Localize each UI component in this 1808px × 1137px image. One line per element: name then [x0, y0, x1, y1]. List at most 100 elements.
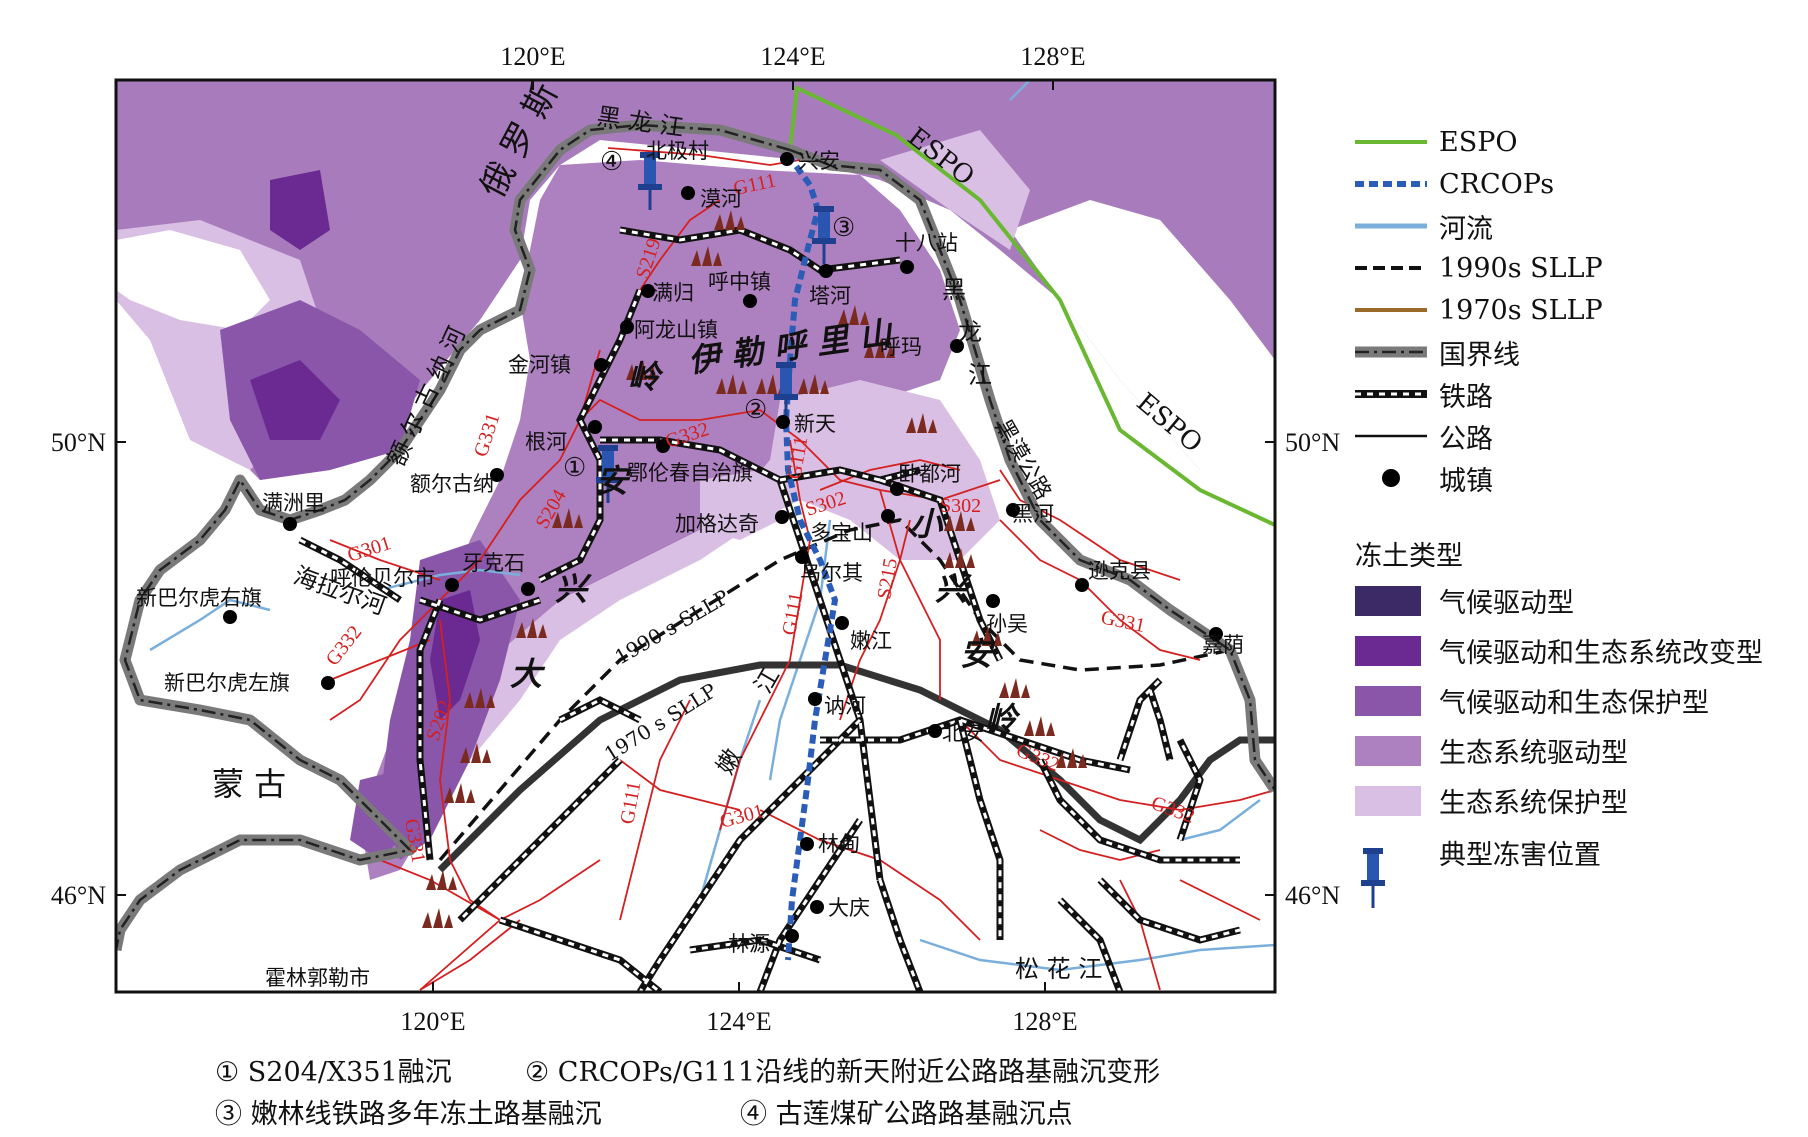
- town-label: 孙吴: [986, 612, 1028, 636]
- river-hlj-r2: 龙: [958, 318, 982, 346]
- caption-2: ② CRCOPs/G111沿线的新天附近公路路基融沉变形: [525, 1057, 1161, 1088]
- legend-railway: 铁路: [1355, 374, 1493, 414]
- town-label: 牙克石: [462, 551, 525, 575]
- town-label: 呼玛: [880, 335, 922, 359]
- top-tick-1: 120°E: [500, 42, 565, 71]
- town-label: 卧都河: [898, 462, 961, 486]
- legend-hazard: 典型冻害位置: [1355, 832, 1601, 908]
- espo-pipeline: [788, 84, 1275, 527]
- town-label: 林源: [728, 932, 770, 956]
- lesser-char-3: 安: [960, 635, 996, 673]
- caption-3: ③ 嫩林线铁路多年冻土路基融沉: [215, 1099, 602, 1130]
- site-number-2: ②: [744, 395, 767, 425]
- legend-label: 生态系统驱动型: [1439, 737, 1628, 769]
- town-label: 讷河: [824, 694, 866, 718]
- bottom-tick-1: 120°E: [400, 1007, 465, 1036]
- river-songhua: 松 花 江: [1015, 955, 1102, 983]
- top-tick-2: 124°E: [760, 42, 825, 71]
- town-label: 嘉荫: [1202, 633, 1244, 657]
- town-label: 塔河: [809, 284, 851, 308]
- town-label: 十八站: [895, 231, 958, 255]
- legend-type-1: 气候驱动型: [1355, 580, 1574, 620]
- russia-dark3: [270, 170, 330, 250]
- town-label: 加格达奇: [675, 512, 759, 536]
- legend-label: 河流: [1439, 213, 1493, 245]
- town-label: 新巴尔虎右旗: [136, 586, 262, 610]
- legend-label: 公路: [1439, 423, 1493, 455]
- river-hlj-r3: 江: [968, 361, 992, 389]
- legend-label: 气候驱动和生态系统改变型: [1439, 637, 1763, 669]
- site-number-3: ③: [832, 213, 855, 243]
- town-label: 呼中镇: [708, 270, 771, 294]
- bottom-tick-3: 128°E: [1012, 1007, 1077, 1036]
- legend-label: 1970s SLLP: [1439, 294, 1603, 326]
- town-label: 黑河: [1012, 502, 1054, 526]
- label-mongolia: 蒙 古: [212, 765, 286, 803]
- bottom-tick-2: 124°E: [706, 1007, 771, 1036]
- crcops-pipeline: [782, 153, 839, 961]
- legend-espo: ESPO: [1355, 122, 1518, 162]
- legend-label: 1990s SLLP: [1439, 252, 1603, 284]
- town-label: 根河: [525, 430, 567, 454]
- town-label: 漠河: [700, 187, 742, 211]
- top-tick-3: 128°E: [1020, 42, 1085, 71]
- railways: [298, 226, 1241, 992]
- town-label: 额尔古纳: [410, 472, 494, 496]
- legend-label: ESPO: [1439, 126, 1518, 158]
- town-label: 嫩江: [850, 629, 892, 653]
- sllp-1990s-line: [438, 518, 1231, 862]
- town-label: 新天: [794, 412, 836, 436]
- town-label: 呼伦贝尔市: [330, 566, 435, 590]
- mountain-char-1: 大: [510, 655, 546, 693]
- town-label: 多宝山: [810, 521, 873, 545]
- legend-label: 城镇: [1439, 465, 1493, 497]
- china-light-center: [700, 470, 780, 540]
- legend-road: 公路: [1355, 416, 1493, 456]
- town-label: 满洲里: [262, 491, 325, 515]
- town-labels: 兴安 北极村 漠河 十八站 满归 呼中镇 塔河 阿龙山镇 呼玛 金河镇 新天 根…: [136, 139, 1244, 990]
- town-label: 新巴尔虎左旗: [164, 671, 290, 695]
- site-number-1: ①: [563, 453, 586, 483]
- town-label: 北安: [942, 721, 984, 745]
- lesser-char-1: 小: [910, 505, 944, 543]
- town-label: 大庆: [828, 896, 870, 920]
- legend-sllp-1970s: 1970s SLLP: [1355, 290, 1603, 330]
- town-label: 鄂伦春自治旗: [627, 461, 753, 485]
- russia-white-patch: [116, 230, 270, 330]
- town-label: 阿龙山镇: [634, 318, 718, 342]
- legend-label: 典型冻害位置: [1439, 839, 1601, 871]
- town-label: 北极村: [646, 139, 709, 163]
- legend-label: CRCOPs: [1439, 168, 1555, 200]
- china-ecodriven: [360, 160, 960, 880]
- right-tick-1: 50°N: [1285, 428, 1340, 457]
- town-label: 兴安: [798, 149, 840, 173]
- legend-type-4: 生态系统驱动型: [1355, 730, 1628, 770]
- caption-1: ① S204/X351融沉: [215, 1057, 452, 1088]
- map-frame: [114, 78, 1277, 994]
- caption-4: ④ 古莲煤矿公路路基融沉点: [740, 1099, 1073, 1130]
- russia-east-white: [1010, 200, 1275, 470]
- mountain-char-2: 兴: [555, 570, 592, 608]
- river-hlj-r1: 黑: [942, 276, 966, 304]
- town-label: 逊克县: [1088, 559, 1151, 583]
- legend-border: 国界线: [1355, 332, 1520, 372]
- town-label: 林甸: [818, 832, 860, 856]
- legend-type-2: 气候驱动和生态系统改变型: [1355, 630, 1763, 670]
- lesser-char-4: 岭: [985, 700, 1021, 738]
- legend-sllp-1990s: 1990s SLLP: [1355, 248, 1603, 288]
- legend-permafrost-title: 冻土类型: [1355, 541, 1463, 572]
- china-climate-eco-change: [430, 590, 480, 720]
- town-label: 金河镇: [508, 353, 571, 377]
- mountain-char-3: 安: [596, 462, 632, 500]
- legend-label: 国界线: [1439, 339, 1520, 371]
- road-label: S302: [940, 495, 981, 517]
- mountain-char-4: 岭: [628, 358, 664, 396]
- legend-crcops: CRCOPs: [1355, 164, 1554, 204]
- town-label: 霍林郭勒市: [265, 966, 370, 990]
- russia-dark2: [250, 360, 340, 440]
- town-dots: [223, 152, 1223, 943]
- legend-label: 生态系统保护型: [1439, 787, 1628, 819]
- legend-label: 气候驱动和生态保护型: [1439, 687, 1709, 719]
- legend-type-3: 气候驱动和生态保护型: [1355, 680, 1709, 720]
